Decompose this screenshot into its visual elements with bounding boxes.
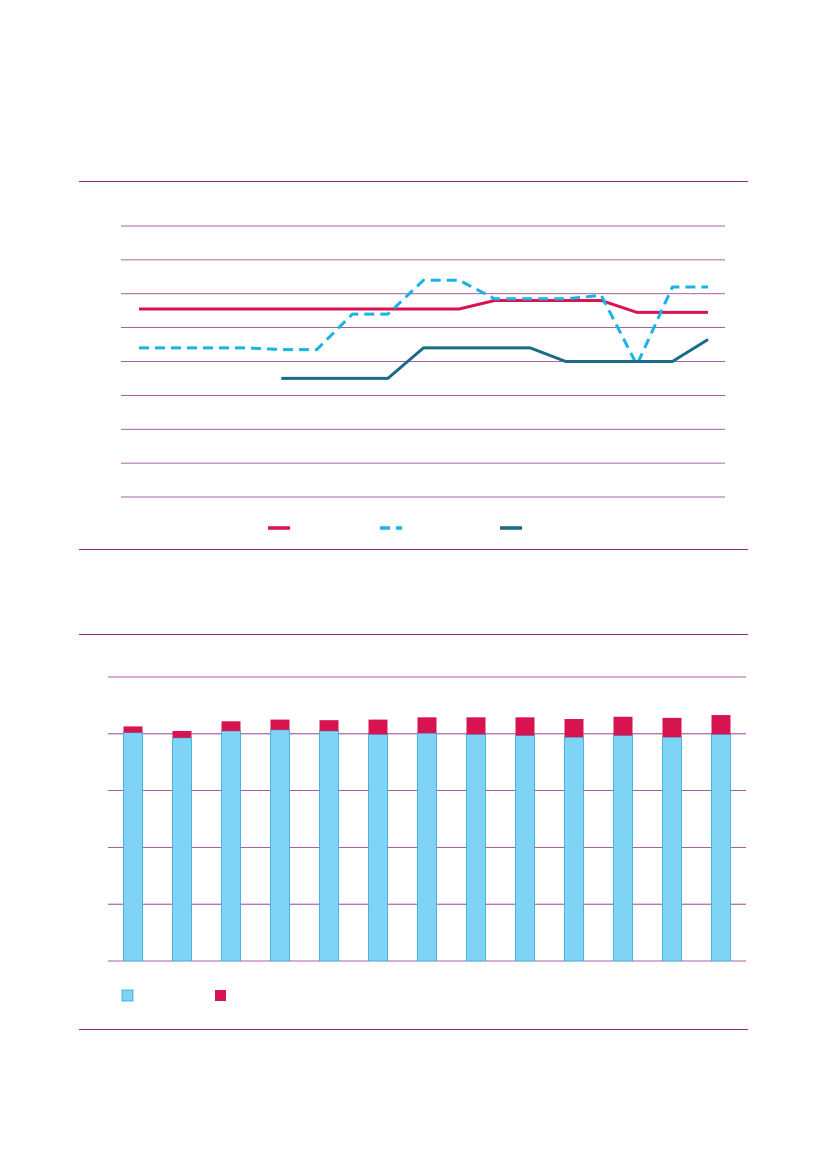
line-series-2 bbox=[139, 278, 708, 367]
bar-segment-base bbox=[662, 736, 682, 962]
line-series-1 bbox=[139, 299, 708, 314]
bar-segment-top bbox=[319, 720, 339, 731]
bar-chart-bars bbox=[123, 715, 731, 962]
bar-segment-base bbox=[564, 736, 584, 962]
bar-segment-base bbox=[123, 732, 143, 962]
middle-rule-1 bbox=[79, 549, 748, 550]
bar-segment-base bbox=[466, 733, 486, 962]
bar-segment-base bbox=[417, 732, 437, 962]
bar-segment-top bbox=[172, 730, 192, 738]
bar-segment-base bbox=[319, 730, 339, 962]
line-chart bbox=[121, 225, 725, 530]
bar-segment-base bbox=[270, 729, 290, 962]
bar-segment-base bbox=[221, 730, 241, 962]
bar-segment-top bbox=[711, 715, 731, 735]
bar-segment-top bbox=[515, 717, 535, 736]
bar-segment-top bbox=[221, 721, 241, 731]
top-rule bbox=[79, 181, 748, 182]
line-series-3 bbox=[281, 338, 709, 380]
bar-segment-top bbox=[368, 719, 388, 735]
middle-rule-2 bbox=[79, 634, 748, 635]
bar-segment-top bbox=[123, 726, 143, 733]
bar-segment-base bbox=[368, 733, 388, 962]
bar-segment-top bbox=[417, 717, 437, 734]
bottom-rule bbox=[79, 1029, 748, 1030]
line-chart-series bbox=[139, 278, 709, 380]
bar-segment-top bbox=[270, 719, 290, 730]
bar-legend-swatch-2 bbox=[215, 990, 226, 1001]
bar-segment-base bbox=[711, 733, 731, 962]
bar-segment-top bbox=[564, 719, 584, 738]
bar-segment-base bbox=[613, 735, 633, 962]
bar-segment-base bbox=[515, 735, 535, 962]
bar-segment-top bbox=[613, 716, 633, 736]
bar-segment-base bbox=[172, 737, 192, 962]
bar-segment-top bbox=[466, 717, 486, 735]
bar-chart-legend bbox=[121, 989, 226, 1002]
bar-legend-swatch-1 bbox=[121, 989, 134, 1002]
bar-segment-top bbox=[662, 717, 682, 738]
